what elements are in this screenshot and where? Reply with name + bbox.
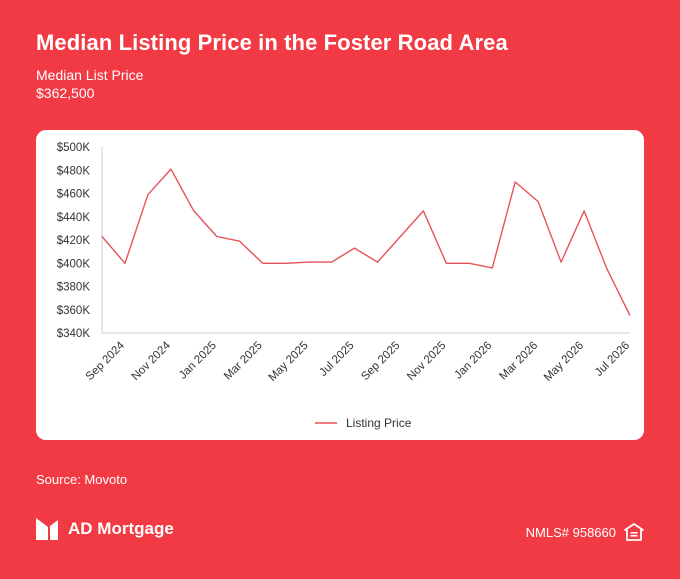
x-tick-label: Jan 2026 <box>452 340 494 382</box>
y-tick-label: $440K <box>57 212 91 224</box>
x-tick-label: Jan 2025 <box>177 340 219 382</box>
y-tick-label: $460K <box>57 189 91 201</box>
nmls-number: NMLS# 958660 <box>525 524 616 540</box>
equal-housing-icon <box>624 523 644 541</box>
x-tick-label: Sep 2024 <box>84 339 128 383</box>
y-tick-label: $500K <box>57 142 91 154</box>
brand-name: AD Mortgage <box>68 519 174 538</box>
chart-title: Median Listing Price in the Foster Road … <box>36 30 508 55</box>
y-tick-label: $360K <box>57 305 91 317</box>
legend-label: Listing Price <box>346 416 412 430</box>
series-line-listing-price <box>101 168 631 316</box>
x-tick-label: Mar 2026 <box>497 340 540 383</box>
x-tick-label: Nov 2025 <box>405 340 448 383</box>
x-tick-label: Jul 2025 <box>317 340 356 379</box>
x-tick-label: Nov 2024 <box>130 339 174 383</box>
x-tick-label: Sep 2025 <box>359 340 402 383</box>
x-tick-label: May 2026 <box>542 340 586 384</box>
subtitle: Median List Price $362,500 <box>36 66 143 102</box>
source-note: Source: Movoto <box>36 472 128 487</box>
brand: AD Mortgage <box>36 518 174 540</box>
y-tick-label: $480K <box>57 165 91 177</box>
nmls: NMLS# 958660 <box>526 523 644 541</box>
median-list-price-label: Median List Price <box>36 67 144 83</box>
x-tick-label: Jul 2026 <box>593 340 632 379</box>
y-tick-label: $380K <box>57 282 91 294</box>
ad-mortgage-logo-icon <box>36 518 58 540</box>
x-tick-label: May 2025 <box>267 340 311 384</box>
y-tick-label: $400K <box>57 258 91 270</box>
y-tick-label: $420K <box>57 235 91 247</box>
line-chart: $340K $360K $380K $400K $420K $440K $460K $480K… <box>57 142 632 430</box>
x-tick-label: Mar 2025 <box>222 340 265 383</box>
chart-card: $340K $360K $380K $400K $420K $440K $460K $480K… <box>36 130 644 440</box>
y-tick-label: $340K <box>57 328 91 340</box>
median-list-price-value: $362,500 <box>36 85 95 101</box>
